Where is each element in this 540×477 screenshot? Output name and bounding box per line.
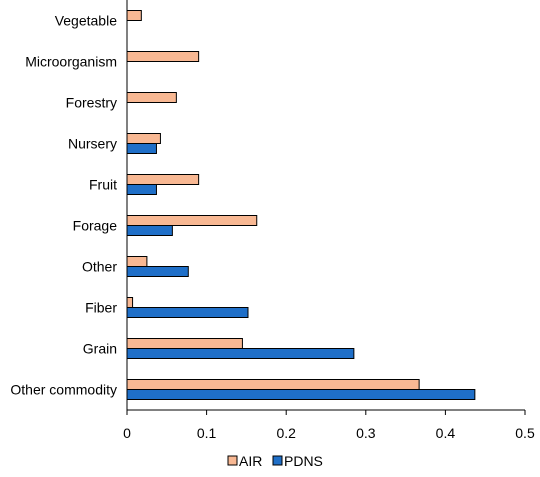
category-label-other-commodity: Other commodity bbox=[10, 382, 117, 398]
legend-label-pdns: PDNS bbox=[284, 453, 323, 469]
x-tick-label: 0 bbox=[123, 425, 131, 441]
x-tick-label: 0.4 bbox=[436, 425, 456, 441]
bar-air-forage bbox=[126, 215, 258, 226]
category-label-grain: Grain bbox=[83, 341, 117, 357]
category-label-fruit: Fruit bbox=[89, 177, 117, 193]
legend-swatch-air bbox=[227, 455, 238, 466]
x-tick-label: 0.1 bbox=[197, 425, 217, 441]
bar-pdns-other-commodity bbox=[126, 389, 476, 400]
x-axis-ticks: 0 0.1 0.2 0.3 0.4 0.5 bbox=[123, 410, 535, 441]
category-label-nursery: Nursery bbox=[68, 136, 117, 152]
bar-pdns-forage bbox=[126, 225, 173, 236]
x-tick-label: 0.2 bbox=[276, 425, 296, 441]
bar-air-grain bbox=[126, 338, 243, 349]
bar-air-microorganism bbox=[126, 51, 200, 62]
category-label-vegetable: Vegetable bbox=[55, 13, 117, 29]
bar-pdns-fiber bbox=[126, 307, 249, 318]
bars-group bbox=[126, 10, 476, 400]
legend: AIR PDNS bbox=[227, 453, 323, 469]
x-tick-label: 0.5 bbox=[515, 425, 535, 441]
category-label-forestry: Forestry bbox=[66, 95, 117, 111]
bar-air-other bbox=[126, 256, 148, 267]
category-label-other: Other bbox=[82, 259, 117, 275]
bar-pdns-other bbox=[126, 266, 189, 277]
bar-air-fruit bbox=[126, 174, 200, 185]
bar-air-vegetable bbox=[126, 10, 142, 21]
bar-pdns-fruit bbox=[126, 184, 157, 195]
category-label-microorganism: Microorganism bbox=[25, 54, 117, 70]
bar-pdns-nursery bbox=[126, 143, 157, 154]
bar-air-fiber bbox=[126, 297, 134, 308]
legend-swatch-pdns bbox=[272, 455, 283, 466]
bar-air-forestry bbox=[126, 92, 177, 103]
category-label-forage: Forage bbox=[73, 218, 118, 234]
bar-pdns-grain bbox=[126, 348, 355, 359]
category-label-fiber: Fiber bbox=[85, 300, 117, 316]
bar-air-other-commodity bbox=[126, 379, 420, 390]
legend-label-air: AIR bbox=[239, 453, 262, 469]
category-labels: Vegetable Microorganism Forestry Nursery Fru… bbox=[10, 13, 117, 398]
bar-air-nursery bbox=[126, 133, 161, 144]
x-tick-label: 0.3 bbox=[356, 425, 376, 441]
